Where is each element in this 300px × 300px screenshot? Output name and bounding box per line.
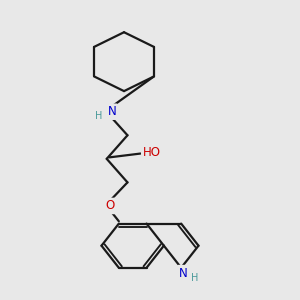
- Text: O: O: [106, 200, 115, 212]
- Text: N: N: [107, 105, 116, 118]
- Text: H: H: [191, 273, 198, 283]
- Text: N: N: [178, 267, 187, 280]
- Text: H: H: [95, 111, 103, 121]
- Text: HO: HO: [143, 146, 161, 159]
